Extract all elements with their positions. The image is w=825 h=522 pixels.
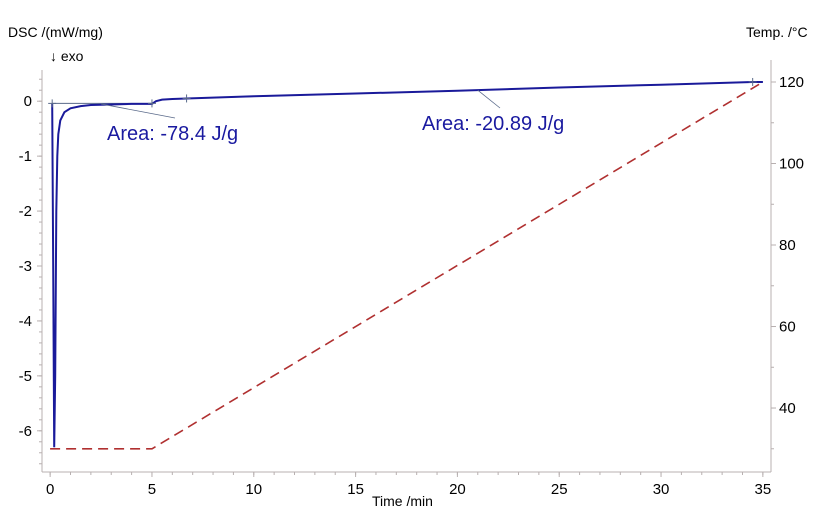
y-right-tick-label: 100 (779, 156, 804, 173)
y-left-tick-label: -1 (19, 148, 32, 165)
y-right-tick-label: 40 (779, 400, 796, 417)
x-tick-label: 0 (46, 481, 54, 498)
y-left-axis-title: DSC /(mW/mg) (8, 24, 103, 40)
y-left-tick-label: -6 (19, 423, 32, 440)
x-tick-label: 25 (551, 481, 568, 498)
y-left-tick-label: -3 (19, 258, 32, 275)
x-tick-label: 10 (245, 481, 262, 498)
y-left-tick-label: -2 (19, 203, 32, 220)
x-tick-label: 35 (755, 481, 772, 498)
y-left-tick-label: -4 (19, 313, 32, 330)
annotation-area-1: Area: -78.4 J/g (107, 123, 238, 145)
annotation-area-2: Area: -20.89 J/g (422, 113, 564, 135)
x-tick-label: 30 (653, 481, 670, 498)
annotation-leader-1 (100, 103, 176, 119)
y-right-tick-label: 80 (779, 237, 796, 254)
x-tick-label: 15 (347, 481, 364, 498)
x-tick-label: 20 (449, 481, 466, 498)
y-right-tick-label: 120 (779, 74, 804, 91)
x-axis-title: Time /min (372, 493, 433, 509)
y-left-tick-label: -5 (19, 368, 32, 385)
exo-direction-label: ↓ exo (50, 48, 84, 64)
dsc-curve (51, 81, 763, 448)
x-tick-label: 5 (148, 481, 156, 498)
y-left-tick-label: 0 (24, 93, 32, 110)
temperature-curve (50, 81, 764, 450)
y-right-tick-label: 60 (779, 319, 796, 336)
annotation-leader-2 (477, 89, 501, 109)
y-right-axis-title: Temp. /°C (746, 24, 808, 40)
